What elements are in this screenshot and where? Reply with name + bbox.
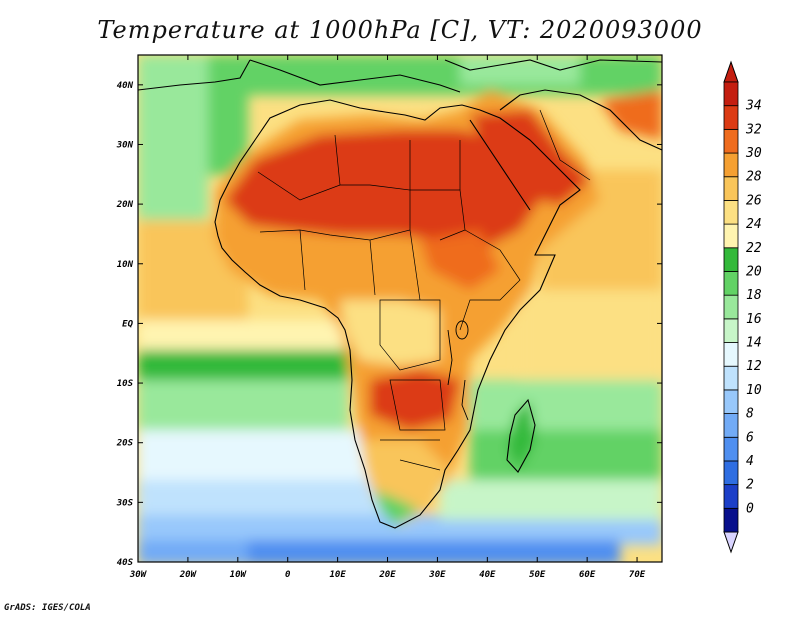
lon-tick-label: 30W (129, 570, 148, 580)
lat-tick-label: 30N (116, 140, 134, 150)
colorbar-swatch (723, 365, 739, 391)
colorbar-label: 16 (746, 312, 762, 327)
coastlines (138, 59, 662, 529)
lon-tick-label: 70E (629, 570, 646, 580)
lon-tick-label: 60E (579, 570, 596, 580)
colorbar-swatch (723, 176, 739, 201)
chart-title: Temperature at 1000hPa [C], VT: 20200930… (97, 16, 703, 44)
axis-ticks: 30W 20W 10W 0 10E 20E 30E 40E 50E 60E 70E 40S 30S 20S… (116, 55, 662, 580)
colorbar-swatch (723, 105, 739, 130)
colorbar-label: 10 (746, 383, 762, 398)
lon-tick-label: 30E (428, 570, 446, 580)
colorbar-swatch (723, 507, 739, 533)
colorbar-swatch (723, 413, 739, 438)
colorbar-label: 30 (745, 146, 762, 161)
colorbar-swatch (723, 223, 739, 249)
colorbar-swatch (723, 152, 739, 178)
lon-tick-label: 10E (329, 570, 346, 580)
colorbar-swatch (723, 271, 739, 296)
lakes (447, 320, 469, 421)
colorbar-swatch (723, 342, 739, 367)
lat-tick-label: 20N (116, 200, 134, 210)
lat-tick-label: 10S (117, 379, 134, 389)
colorbar-swatch (723, 247, 739, 272)
colorbar-label: 22 (746, 241, 762, 256)
map-frame (137, 54, 663, 563)
lat-tick-label: EQ (122, 319, 133, 329)
map-field (138, 55, 662, 562)
colorbar-swatch (723, 389, 739, 414)
colorbar-label: 28 (746, 170, 762, 185)
temperature-map: 30W 20W 10W 0 10E 20E 30E 40E 50E 60E 70E 40S 30S 20S… (116, 54, 762, 580)
colorbar-swatch (723, 318, 739, 343)
colorbar-under-arrow (723, 531, 739, 554)
lat-tick-label: 40N (117, 81, 134, 91)
lat-tick-label: 40S (117, 558, 134, 568)
lat-tick-label: 10N (117, 260, 134, 270)
colorbar-swatch (723, 460, 739, 486)
colorbar-label: 0 (746, 501, 754, 516)
colorbar-label: 4 (746, 454, 754, 469)
lon-tick-label: 50E (529, 570, 546, 580)
colorbar-label: 18 (746, 288, 762, 303)
lon-tick-label: 10W (230, 570, 248, 580)
colorbar-label: 24 (746, 217, 762, 232)
colorbar-swatch (723, 484, 739, 509)
lon-tick-label: 20W (179, 570, 198, 580)
colorbar-label: 6 (746, 430, 754, 445)
colorbar-label: 2 (746, 478, 754, 493)
colorbar-label: 12 (746, 359, 762, 374)
colorbar-label: 8 (746, 407, 754, 422)
colorbar-swatch (723, 81, 739, 107)
colorbar-label: 26 (746, 193, 762, 208)
lon-tick-label: 20E (378, 570, 396, 580)
colorbar-label: 32 (745, 122, 762, 137)
lat-tick-label: 20S (116, 439, 134, 449)
colorbar-label: 20 (746, 264, 762, 279)
lat-tick-label: 30S (116, 498, 134, 508)
lon-tick-label: 40E (479, 570, 496, 580)
lon-tick-label: 0 (285, 570, 291, 580)
colorbar-swatch (723, 128, 739, 154)
colorbar-swatch (723, 200, 739, 225)
colorbar-label: 14 (746, 336, 762, 351)
colorbar-over-arrow (723, 60, 739, 83)
temperature-shading (138, 55, 662, 562)
borders (257, 109, 591, 471)
colorbar-label: 34 (745, 99, 762, 114)
credit-footer: GrADS: IGES/COLA (4, 603, 91, 613)
colorbar-swatch (723, 436, 739, 462)
colorbar-swatch (723, 294, 739, 320)
